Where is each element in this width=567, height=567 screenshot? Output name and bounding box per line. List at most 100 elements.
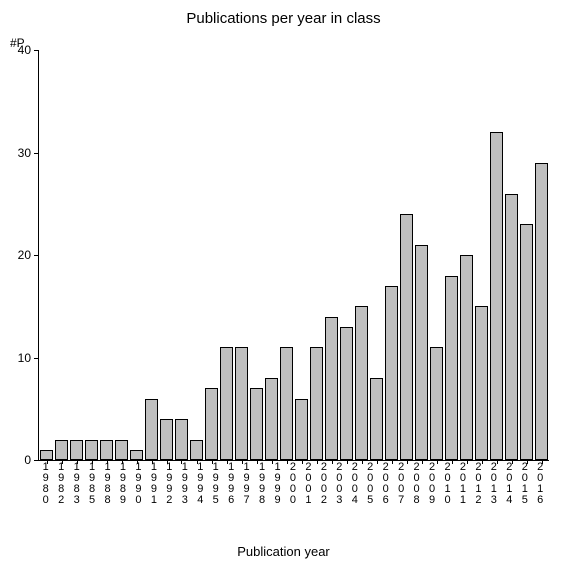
x-tick-label: 2006	[378, 462, 393, 508]
bar-slot	[189, 50, 204, 460]
y-tick	[34, 153, 39, 154]
x-tick-year: 2011	[460, 462, 466, 506]
x-tick-label: 1989	[115, 462, 130, 508]
x-tick-year: 1989	[120, 462, 126, 506]
x-tick-year: 2013	[491, 462, 497, 506]
x-tick-label: 2013	[486, 462, 501, 508]
bar	[460, 255, 474, 460]
x-tick-year: 1988	[104, 462, 110, 506]
x-tick-label: 2008	[409, 462, 424, 508]
bar	[475, 306, 489, 460]
x-tick-label: 1995	[208, 462, 223, 508]
bar	[310, 347, 324, 460]
bar	[520, 224, 534, 460]
x-tick-labels: 1980198219831985198819891990199119921993…	[38, 462, 548, 508]
x-tick-label: 1991	[146, 462, 161, 508]
bar	[190, 440, 204, 461]
bar-slot	[174, 50, 189, 460]
bar-slot	[249, 50, 264, 460]
x-tick-year: 2003	[336, 462, 342, 506]
bar	[220, 347, 234, 460]
x-tick-year: 1985	[89, 462, 95, 506]
x-tick-label: 1985	[84, 462, 99, 508]
bar	[340, 327, 354, 460]
x-tick-year: 2009	[429, 462, 435, 506]
bar	[295, 399, 309, 461]
x-tick-year: 2014	[506, 462, 512, 506]
bar	[115, 440, 129, 461]
x-tick-label: 1996	[223, 462, 238, 508]
x-tick-label: 1999	[270, 462, 285, 508]
x-tick-label: 1983	[69, 462, 84, 508]
x-tick-label: 2011	[455, 462, 470, 508]
bar-slot	[294, 50, 309, 460]
bar-slot	[54, 50, 69, 460]
bar-slot	[99, 50, 114, 460]
bar-slot	[39, 50, 54, 460]
x-tick-year: 1998	[259, 462, 265, 506]
bar	[355, 306, 369, 460]
y-tick	[34, 255, 39, 256]
bar-slot	[69, 50, 84, 460]
x-tick-year: 1997	[244, 462, 250, 506]
x-tick-label: 2007	[393, 462, 408, 508]
x-tick-year: 2002	[321, 462, 327, 506]
bar-slot	[369, 50, 384, 460]
bar	[325, 317, 339, 461]
bars-group	[39, 50, 549, 460]
x-tick-label: 1980	[38, 462, 53, 508]
bar	[145, 399, 159, 461]
bar-slot	[234, 50, 249, 460]
x-tick-year: 2008	[414, 462, 420, 506]
bar-slot	[84, 50, 99, 460]
bar	[400, 214, 414, 460]
x-tick-year: 2006	[383, 462, 389, 506]
bar-slot	[339, 50, 354, 460]
x-tick-label: 1998	[254, 462, 269, 508]
y-tick-label: 20	[18, 248, 31, 262]
x-tick-label: 2014	[502, 462, 517, 508]
bar	[55, 440, 69, 461]
x-axis-label: Publication year	[0, 544, 567, 559]
bar	[415, 245, 429, 460]
bar-slot	[114, 50, 129, 460]
bar	[430, 347, 444, 460]
bar	[535, 163, 549, 460]
x-tick-year: 1999	[274, 462, 280, 506]
x-tick-year: 1995	[213, 462, 219, 506]
bar-slot	[519, 50, 534, 460]
x-tick-label: 2003	[332, 462, 347, 508]
x-tick-label: 1994	[193, 462, 208, 508]
x-tick-year: 2004	[352, 462, 358, 506]
x-tick-year: 1990	[135, 462, 141, 506]
bar-slot	[414, 50, 429, 460]
bar	[235, 347, 249, 460]
bar	[70, 440, 84, 461]
bar-slot	[534, 50, 549, 460]
x-tick-label: 1997	[239, 462, 254, 508]
bar	[40, 450, 54, 460]
x-tick-label: 1990	[131, 462, 146, 508]
x-tick-label: 2000	[285, 462, 300, 508]
x-tick-year: 2012	[475, 462, 481, 506]
chart-container: Publications per year in class #P 010203…	[0, 0, 567, 567]
y-tick-label: 10	[18, 351, 31, 365]
bar	[490, 132, 504, 460]
x-tick-year: 1991	[151, 462, 157, 506]
x-tick-label: 2001	[301, 462, 316, 508]
bar-slot	[144, 50, 159, 460]
bar-slot	[459, 50, 474, 460]
bar	[160, 419, 174, 460]
bar-slot	[384, 50, 399, 460]
bar-slot	[279, 50, 294, 460]
bar	[250, 388, 264, 460]
x-tick-year: 2015	[522, 462, 528, 506]
bar-slot	[444, 50, 459, 460]
bar-slot	[399, 50, 414, 460]
x-tick-label: 2004	[347, 462, 362, 508]
y-tick	[34, 460, 39, 461]
chart-title: Publications per year in class	[0, 10, 567, 27]
y-tick-label: 0	[24, 453, 31, 467]
y-tick	[34, 358, 39, 359]
x-tick-year: 1982	[58, 462, 64, 506]
